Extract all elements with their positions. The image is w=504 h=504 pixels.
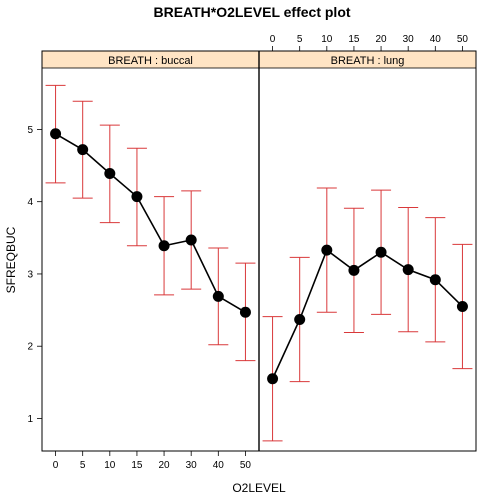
data-point <box>50 128 62 140</box>
x-tick-label-top: 10 <box>321 34 333 45</box>
data-point <box>267 373 279 385</box>
x-tick-label: 5 <box>80 460 86 471</box>
data-point <box>429 274 441 286</box>
data-point <box>321 244 333 256</box>
data-point <box>104 168 116 180</box>
x-tick-label-top: 20 <box>376 34 388 45</box>
series-line <box>55 133 246 313</box>
x-tick-label-top: 0 <box>270 34 276 45</box>
x-tick-label-top: 50 <box>457 34 469 45</box>
x-tick-label-top: 30 <box>403 34 415 45</box>
x-tick-label: 15 <box>131 460 143 471</box>
plot-title: BREATH*O2LEVEL effect plot <box>153 4 350 20</box>
data-point <box>294 313 306 325</box>
y-tick-label: 3 <box>27 269 33 280</box>
data-point <box>77 144 89 156</box>
data-point <box>456 300 468 312</box>
panel-lung: BREATH : lung <box>258 50 477 442</box>
x-tick-label: 0 <box>53 460 59 471</box>
x-tick-label: 30 <box>186 460 198 471</box>
data-point <box>158 240 170 252</box>
data-point <box>239 306 251 318</box>
x-axis-title: O2LEVEL <box>232 481 286 495</box>
data-point <box>212 290 224 302</box>
x-tick-label-top: 40 <box>430 34 442 45</box>
x-tick-label-top: 5 <box>297 34 303 45</box>
panel-buccal: BREATH : buccal <box>41 50 260 362</box>
x-tick-label: 40 <box>213 460 225 471</box>
panels: BREATH : buccal BREATH : lung <box>41 50 477 442</box>
y-axis-title: SFREQBUC <box>4 226 18 293</box>
strip-label: BREATH : buccal <box>108 55 193 67</box>
y-tick-label: 1 <box>27 414 33 425</box>
data-point <box>348 264 360 276</box>
y-tick-label: 2 <box>27 342 33 353</box>
x-tick-label-top: 15 <box>348 34 360 45</box>
data-point <box>185 234 197 246</box>
data-point <box>131 191 143 203</box>
strip-label: BREATH : lung <box>331 55 405 67</box>
y-tick-label: 5 <box>27 125 33 136</box>
data-point <box>402 264 414 276</box>
y-tick-label: 4 <box>27 197 33 208</box>
x-tick-label: 10 <box>104 460 116 471</box>
x-tick-label: 50 <box>240 460 252 471</box>
data-point <box>375 246 387 258</box>
x-tick-label: 20 <box>159 460 171 471</box>
